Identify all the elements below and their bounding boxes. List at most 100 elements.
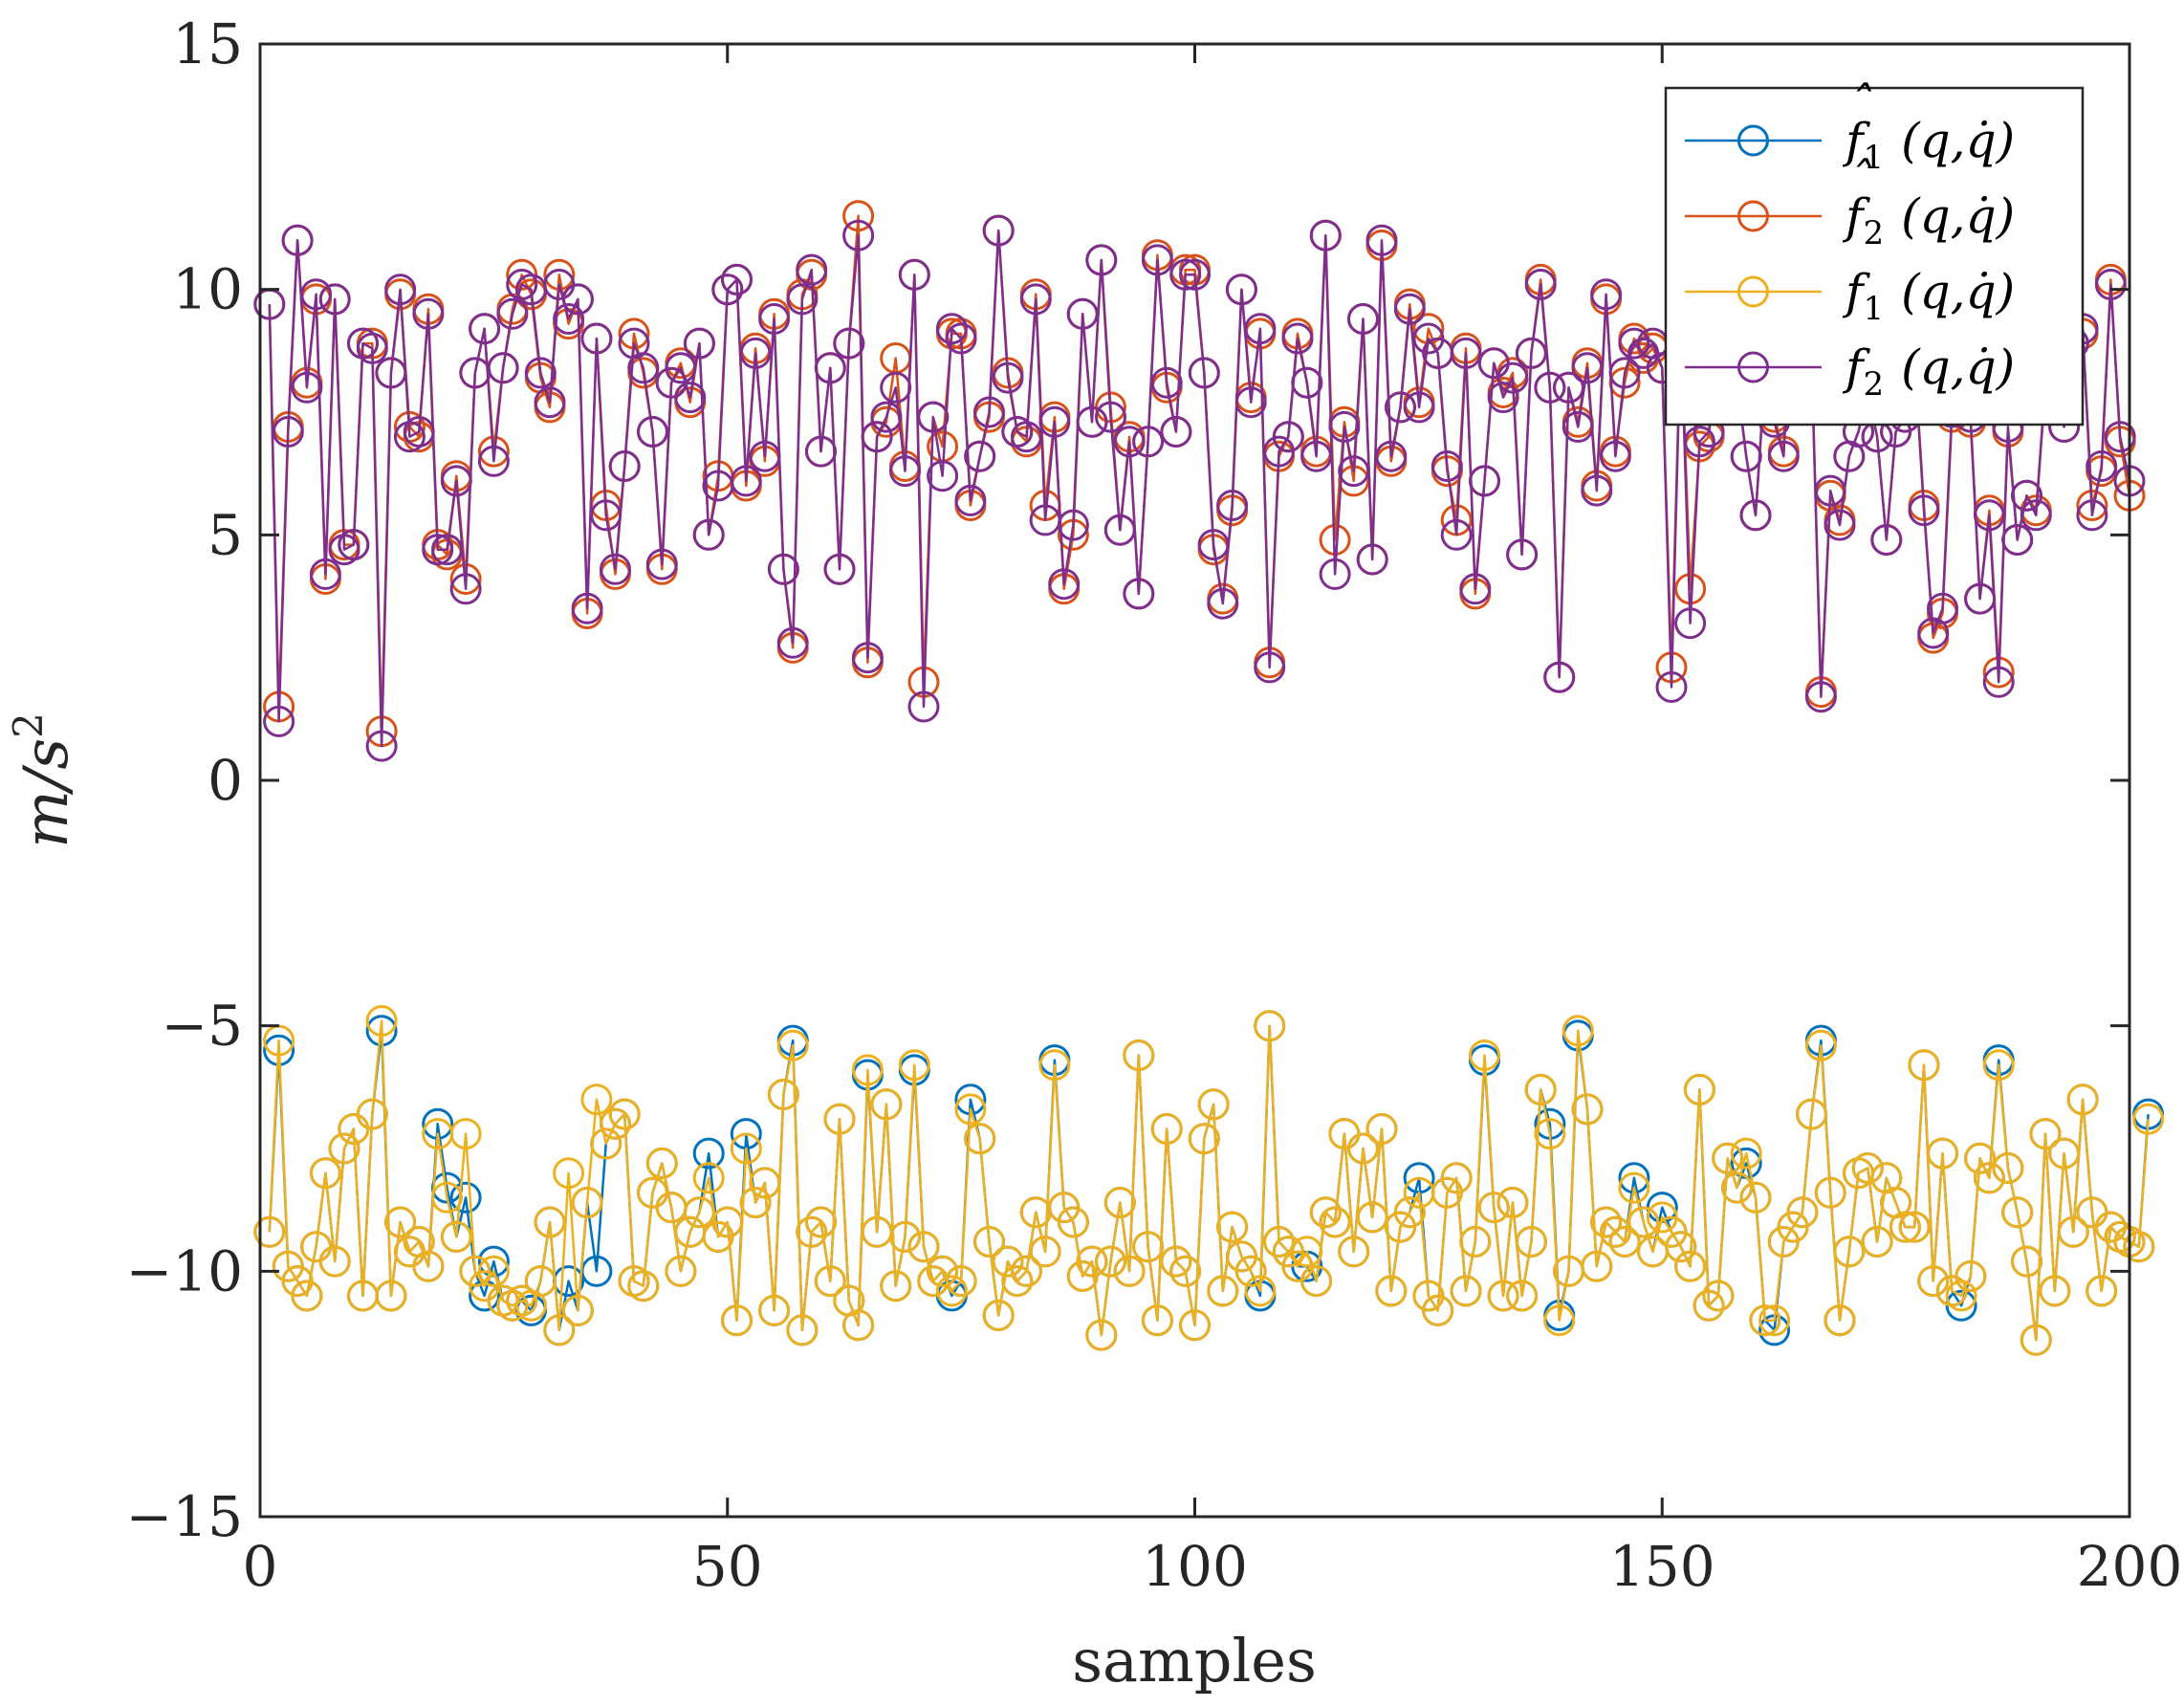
- data-point: [2029, 1118, 2062, 1150]
- data-point: [917, 401, 950, 433]
- data-point: [1057, 509, 1089, 541]
- data-point: [1814, 1176, 1846, 1209]
- data-point: [356, 1098, 388, 1130]
- data-point: [2057, 1215, 2089, 1248]
- data-point: [1038, 405, 1071, 438]
- data-point: [1786, 1196, 1819, 1229]
- data-point: [861, 421, 893, 453]
- data-point: [739, 337, 772, 369]
- data-point: [384, 274, 417, 306]
- data-point: [1608, 1226, 1641, 1258]
- legend-label-sub: 2: [1864, 365, 1885, 404]
- data-point: [1749, 1304, 1781, 1337]
- data-point: [1160, 1245, 1192, 1278]
- data-point: [1908, 1049, 1940, 1082]
- data-point: [1309, 1196, 1342, 1229]
- data-point: [1103, 1187, 1136, 1218]
- data-point: [927, 1255, 959, 1287]
- data-point: [711, 1206, 744, 1238]
- data-point: [776, 1029, 809, 1061]
- data-point: [477, 435, 510, 468]
- data-point: [692, 1162, 725, 1194]
- data-point: [1870, 524, 1903, 556]
- data-point: [1487, 1280, 1519, 1312]
- data-point: [272, 416, 304, 448]
- data-point: [992, 361, 1024, 394]
- data-point: [767, 553, 799, 585]
- data-point: [1945, 1280, 1977, 1312]
- data-point: [524, 357, 557, 389]
- legend-label-args: (q,q̇): [1901, 264, 2015, 319]
- data-point: [1356, 1201, 1388, 1234]
- data-point: [1011, 421, 1042, 453]
- data-point: [1254, 1010, 1286, 1042]
- data-point: [1674, 607, 1707, 640]
- data-point: [1076, 405, 1108, 438]
- data-point: [964, 1123, 996, 1155]
- data-point: [1590, 1206, 1623, 1238]
- data-point: [1095, 1245, 1126, 1278]
- data-point: [1674, 1250, 1707, 1282]
- data-point: [1309, 219, 1342, 252]
- data-point: [1169, 1255, 1202, 1287]
- x-tick-label: 150: [1609, 1534, 1715, 1599]
- data-point: [1281, 322, 1314, 355]
- data-point: [2048, 1137, 2081, 1170]
- data-point: [805, 1206, 837, 1238]
- data-point: [711, 274, 744, 306]
- data-point: [281, 224, 314, 256]
- data-point: [1207, 587, 1239, 620]
- data-point: [1403, 391, 1435, 424]
- data-point: [1655, 671, 1688, 703]
- data-point: [1721, 1171, 1753, 1204]
- legend-label: f1 (q,q̇): [1842, 113, 2015, 177]
- data-point: [1085, 1319, 1118, 1351]
- data-point: [870, 1088, 903, 1121]
- data-point: [291, 1280, 323, 1312]
- data-point: [2132, 1103, 2165, 1135]
- data-point: [1712, 1142, 1744, 1174]
- data-point: [1571, 1093, 1604, 1126]
- y-axis-title: m/s2: [5, 712, 82, 848]
- data-point: [889, 455, 921, 488]
- data-point: [580, 1083, 613, 1116]
- data-point: [749, 440, 781, 472]
- data-point: [1861, 1226, 1893, 1258]
- data-point: [1964, 582, 1997, 615]
- data-point: [1571, 352, 1604, 384]
- data-point: [375, 357, 407, 389]
- data-point: [1150, 1113, 1183, 1145]
- legend-swatch-marker: [1737, 200, 1769, 232]
- data-point: [945, 322, 977, 355]
- data-point: [1515, 337, 1547, 369]
- data-point: [692, 518, 725, 551]
- data-point: [1347, 1132, 1379, 1165]
- data-point: [1123, 1040, 1155, 1071]
- data-point: [767, 1079, 799, 1110]
- data-point: [637, 416, 668, 448]
- data-point: [300, 278, 333, 311]
- data-point: [1291, 1236, 1323, 1268]
- data-point: [796, 1215, 828, 1248]
- data-point: [870, 401, 903, 433]
- data-point: [1169, 258, 1202, 291]
- data-point: [1048, 568, 1081, 601]
- data-point: [2020, 1324, 2052, 1356]
- data-point: [2094, 269, 2127, 300]
- data-point: [1459, 573, 1492, 605]
- x-tick-label: 0: [243, 1534, 278, 1599]
- data-point: [2001, 1196, 2034, 1229]
- data-point: [982, 214, 1015, 247]
- data-point: [796, 253, 828, 286]
- data-point: [1197, 529, 1230, 561]
- data-point: [1814, 474, 1846, 507]
- data-point: [1898, 1211, 1931, 1243]
- data-point: [1225, 274, 1257, 306]
- data-point: [412, 1250, 445, 1282]
- data-point: [907, 1231, 940, 1263]
- data-point: [842, 1309, 875, 1342]
- data-point: [553, 1157, 585, 1190]
- data-point: [833, 327, 865, 360]
- data-point: [318, 283, 351, 316]
